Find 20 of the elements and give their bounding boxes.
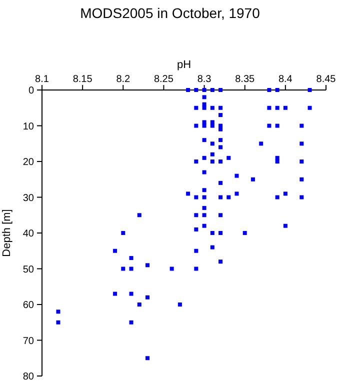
y-tick-label: 50 <box>22 264 34 276</box>
x-tick-label: 8.3 <box>197 74 212 85</box>
x-tick-label: 8.4 <box>278 74 293 85</box>
x-tick-label: 8.35 <box>235 74 256 85</box>
x-tick-label: 8.2 <box>116 74 131 85</box>
y-tick-label: 0 <box>28 86 34 96</box>
y-tick-label: 30 <box>22 192 34 204</box>
x-tick-label: 8.25 <box>154 74 174 85</box>
y-tick-label: 10 <box>22 121 34 132</box>
chart-title: MODS2005 in October, 1970 <box>80 5 260 21</box>
y-tick-label: 40 <box>22 228 34 240</box>
y-tick-label: 60 <box>22 300 34 311</box>
y-tick-label: 70 <box>22 336 34 347</box>
x-tick-label: 8.45 <box>316 74 336 85</box>
x-tick-label: 8.1 <box>35 74 50 85</box>
x-tick-label: 8.15 <box>72 74 93 85</box>
x-axis-title: pH <box>176 59 192 71</box>
y-tick-label: 80 <box>22 372 34 382</box>
y-axis-title: Depth [m] <box>1 209 13 257</box>
y-tick-label: 20 <box>22 157 34 168</box>
